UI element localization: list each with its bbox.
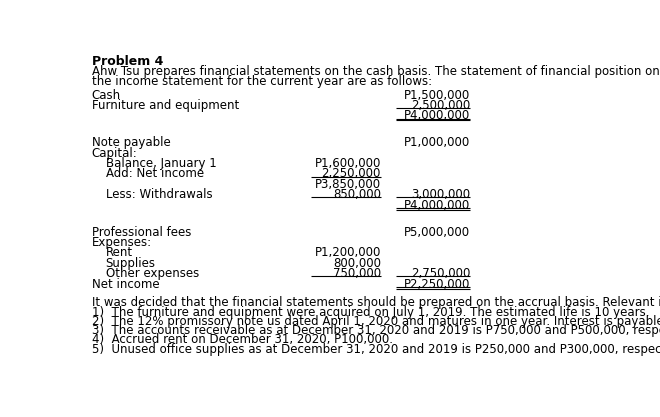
Text: 2,250,000: 2,250,000: [321, 168, 381, 181]
Text: P3,850,000: P3,850,000: [315, 178, 381, 191]
Text: Supplies: Supplies: [106, 257, 156, 270]
Text: 2)  The 12% promissory note us dated April 1, 2020 and matures in one year. Inte: 2) The 12% promissory note us dated Apri…: [92, 315, 660, 328]
Text: P5,000,000: P5,000,000: [404, 226, 470, 239]
Text: P2,250,000: P2,250,000: [404, 278, 470, 291]
Text: Note payable: Note payable: [92, 136, 170, 149]
Text: Less: Withdrawals: Less: Withdrawals: [106, 188, 213, 201]
Text: 4)  Accrued rent on December 31, 2020, P100,000.: 4) Accrued rent on December 31, 2020, P1…: [92, 334, 393, 347]
Text: Problem 4: Problem 4: [92, 55, 163, 68]
Text: Rent: Rent: [106, 246, 133, 259]
Text: P1,600,000: P1,600,000: [315, 157, 381, 170]
Text: 2,750,000: 2,750,000: [411, 267, 470, 280]
Text: Ahw Tsu prepares financial statements on the cash basis. The statement of financ: Ahw Tsu prepares financial statements on…: [92, 65, 660, 78]
Text: 1)  The furniture and equipment were acquired on July 1, 2019. The estimated lif: 1) The furniture and equipment were acqu…: [92, 306, 649, 319]
Text: P1,200,000: P1,200,000: [315, 246, 381, 259]
Text: Add: Net income: Add: Net income: [106, 168, 204, 181]
Text: 800,000: 800,000: [333, 257, 381, 270]
Text: 850,000: 850,000: [333, 188, 381, 201]
Text: Other expenses: Other expenses: [106, 267, 199, 280]
Text: Expenses:: Expenses:: [92, 236, 152, 249]
Text: 750,000: 750,000: [333, 267, 381, 280]
Text: Capital:: Capital:: [92, 147, 137, 160]
Text: Professional fees: Professional fees: [92, 226, 191, 239]
Text: the income statement for the current year are as follows:: the income statement for the current yea…: [92, 75, 432, 88]
Text: 2,500,000: 2,500,000: [411, 99, 470, 112]
Text: P1,000,000: P1,000,000: [404, 136, 470, 149]
Text: It was decided that the financial statements should be prepared on the accrual b: It was decided that the financial statem…: [92, 296, 660, 309]
Text: P4,000,000: P4,000,000: [404, 109, 470, 122]
Text: 3,000,000: 3,000,000: [411, 188, 470, 201]
Text: Net income: Net income: [92, 278, 160, 291]
Text: P1,500,000: P1,500,000: [404, 88, 470, 102]
Text: 3)  The accounts receivable as at December 31, 2020 and 2019 is P750,000 and P50: 3) The accounts receivable as at Decembe…: [92, 324, 660, 337]
Text: Cash: Cash: [92, 88, 121, 102]
Text: Furniture and equipment: Furniture and equipment: [92, 99, 239, 112]
Text: P4,000,000: P4,000,000: [404, 198, 470, 212]
Text: 5)  Unused office supplies as at December 31, 2020 and 2019 is P250,000 and P300: 5) Unused office supplies as at December…: [92, 343, 660, 356]
Text: Balance, January 1: Balance, January 1: [106, 157, 216, 170]
